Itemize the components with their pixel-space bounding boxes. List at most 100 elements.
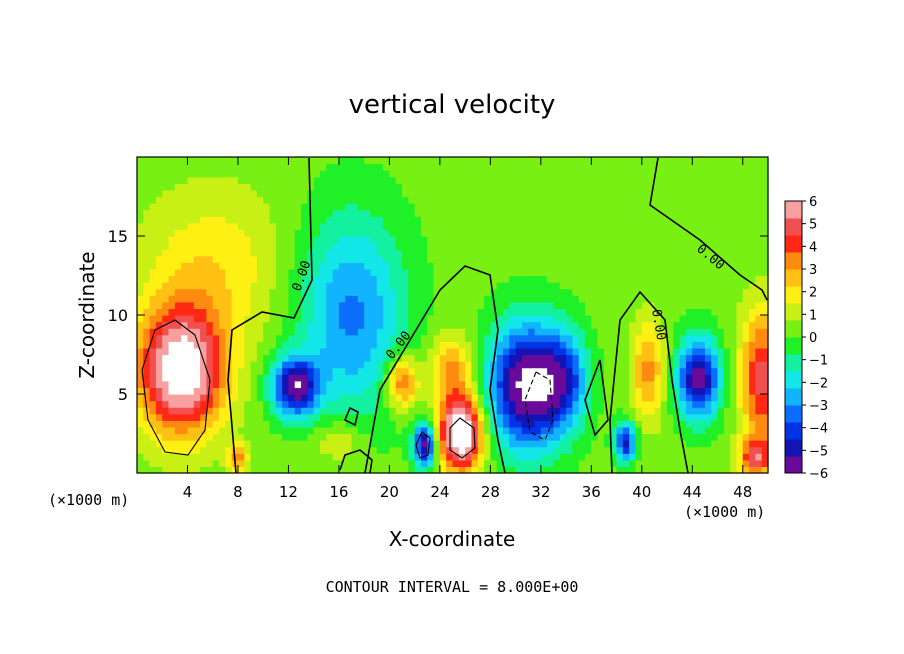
- field-cell: [420, 420, 428, 428]
- field-cell: [275, 163, 283, 171]
- field-cell: [307, 288, 315, 296]
- field-cell: [319, 354, 327, 362]
- field-cell: [458, 189, 466, 198]
- field-cell: [269, 426, 277, 435]
- field-cell: [364, 308, 372, 316]
- field-cell: [200, 347, 208, 356]
- field-cell: [269, 262, 277, 270]
- field-cell: [528, 209, 536, 217]
- field-cell: [376, 229, 384, 237]
- field-cell: [490, 183, 498, 191]
- field-cell: [603, 446, 611, 454]
- field-cell: [231, 407, 239, 415]
- field-cell: [496, 394, 504, 402]
- field-cell: [566, 249, 573, 257]
- field-cell: [559, 268, 567, 277]
- field-cell: [326, 407, 334, 415]
- field-cell: [540, 242, 548, 250]
- field-cell: [439, 183, 447, 191]
- field-cell: [275, 236, 283, 244]
- field-cell: [471, 295, 479, 303]
- field-cell: [698, 400, 706, 408]
- field-cell: [420, 446, 428, 454]
- field-cell: [673, 189, 681, 198]
- field-cell: [244, 282, 252, 290]
- field-cell: [578, 387, 586, 395]
- field-cell: [629, 268, 637, 277]
- field-cell: [704, 315, 712, 323]
- field-cell: [181, 407, 189, 415]
- field-cell: [622, 196, 630, 204]
- field-cell: [654, 453, 662, 461]
- field-cell: [679, 334, 687, 342]
- field-cell: [414, 216, 422, 224]
- field-cell: [313, 163, 321, 171]
- field-cell: [439, 400, 447, 408]
- field-cell: [698, 367, 706, 375]
- field-cell: [585, 459, 592, 468]
- field-cell: [736, 341, 744, 349]
- field-cell: [162, 209, 170, 217]
- field-cell: [730, 420, 738, 428]
- field-cell: [149, 157, 157, 165]
- field-cell: [364, 354, 372, 362]
- field-cell: [319, 328, 327, 336]
- field-cell: [648, 341, 656, 349]
- field-cell: [717, 361, 725, 369]
- field-cell: [471, 282, 479, 290]
- field-cell: [698, 183, 706, 191]
- field-cell: [263, 459, 271, 468]
- field-cell: [326, 453, 334, 461]
- field-cell: [515, 183, 523, 191]
- field-cell: [509, 209, 517, 217]
- field-cell: [502, 413, 510, 421]
- field-cell: [162, 163, 170, 171]
- field-cell: [174, 308, 182, 316]
- field-cell: [761, 301, 769, 310]
- field-cell: [288, 341, 296, 349]
- field-cell: [187, 236, 195, 244]
- field-cell: [465, 361, 473, 369]
- field-cell: [572, 400, 580, 408]
- field-cell: [534, 347, 542, 356]
- field-cell: [654, 446, 662, 454]
- field-cell: [711, 341, 719, 349]
- field-cell: [351, 249, 359, 257]
- field-cell: [351, 328, 359, 336]
- field-cell: [496, 387, 504, 395]
- field-cell: [389, 203, 397, 211]
- field-cell: [648, 321, 656, 329]
- field-cell: [610, 315, 618, 323]
- field-cell: [679, 268, 687, 277]
- field-cell: [685, 216, 693, 224]
- field-cell: [622, 236, 630, 244]
- field-cell: [641, 275, 649, 283]
- field-cell: [723, 262, 731, 270]
- field-cell: [679, 176, 687, 184]
- field-cell: [376, 453, 384, 461]
- field-cell: [181, 446, 189, 454]
- field-cell: [439, 242, 447, 250]
- field-cell: [345, 420, 353, 428]
- field-cell: [502, 347, 510, 356]
- field-cell: [755, 301, 763, 310]
- field-cell: [219, 367, 226, 375]
- field-cell: [465, 308, 473, 316]
- field-cell: [692, 275, 700, 283]
- field-cell: [370, 242, 378, 250]
- field-cell: [193, 433, 201, 441]
- field-cell: [155, 459, 163, 468]
- field-cell: [294, 354, 302, 362]
- field-cell: [288, 216, 296, 224]
- field-cell: [755, 295, 763, 303]
- field-cell: [572, 347, 580, 356]
- field-cell: [471, 288, 479, 296]
- field-cell: [383, 275, 390, 283]
- field-cell: [515, 466, 523, 474]
- field-cell: [338, 440, 346, 448]
- field-cell: [351, 374, 359, 382]
- field-cell: [597, 334, 605, 342]
- field-cell: [723, 453, 731, 461]
- field-cell: [534, 295, 542, 303]
- field-cell: [692, 209, 700, 217]
